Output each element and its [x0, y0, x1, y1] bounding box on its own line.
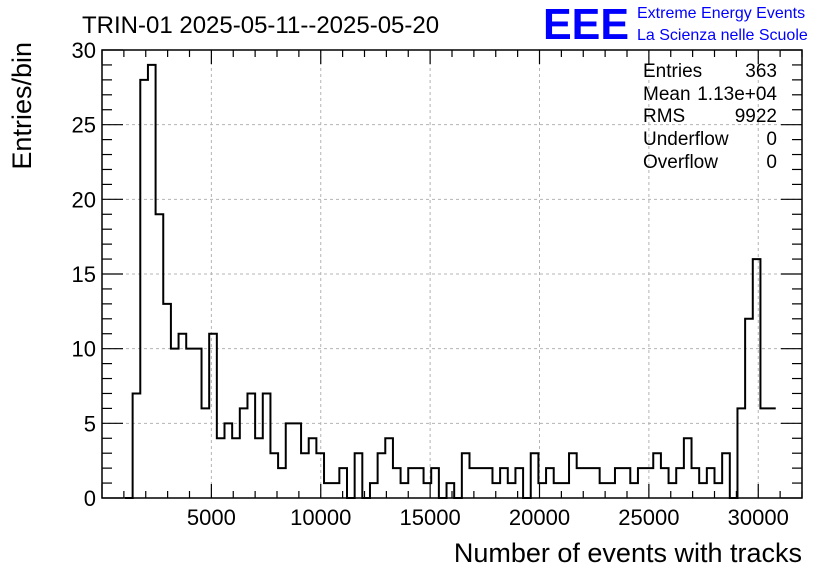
histogram-bin — [324, 483, 332, 498]
histogram-bin — [293, 423, 301, 498]
grid — [102, 50, 802, 498]
histogram-bin — [715, 483, 723, 498]
histogram-bin — [684, 438, 692, 498]
histogram-bin — [179, 334, 187, 498]
histogram-bin — [477, 468, 485, 498]
histogram-bin — [332, 483, 340, 498]
histogram-bin — [584, 468, 592, 498]
eee-logo-line-2: La Scienza nelle Scuole — [637, 27, 808, 44]
histogram-bin — [500, 468, 508, 498]
histogram-bin — [385, 438, 393, 498]
histogram-bin — [638, 468, 646, 498]
eee-logo-letters: EEE — [543, 0, 629, 49]
stats-entries-label: Entries — [643, 61, 702, 82]
histogram-bin — [225, 423, 233, 498]
stats-mean-value: 1.13e+04 — [697, 84, 777, 105]
y-tick-label: 10 — [72, 337, 96, 362]
histogram-bin — [370, 483, 378, 498]
histogram-bin — [661, 468, 669, 498]
y-tick-label: 25 — [72, 113, 96, 138]
histogram-bin — [133, 393, 141, 498]
x-tick-label: 5000 — [187, 505, 236, 530]
x-axis-title: Number of events with tracks — [454, 538, 802, 568]
y-axis-title: Entries/bin — [7, 42, 37, 170]
x-tick-label: 15000 — [400, 505, 461, 530]
histogram-bin — [485, 468, 493, 498]
histogram-bin — [163, 304, 171, 498]
histogram-bin — [707, 468, 715, 498]
x-tick-label: 30000 — [728, 505, 789, 530]
y-tick-label: 15 — [72, 262, 96, 287]
stats-box: Entries 363 Mean 1.13e+04 RMS 9922 Under… — [643, 61, 777, 173]
stats-underflow-value: 0 — [766, 129, 777, 150]
histogram-bin — [431, 468, 439, 498]
histogram-bin — [607, 483, 615, 498]
histogram-bin — [247, 393, 255, 498]
y-tick-label: 0 — [84, 486, 96, 511]
histogram-bin — [416, 468, 424, 498]
histogram-bin — [592, 468, 600, 498]
histogram-bin — [745, 319, 753, 498]
histogram-bin — [278, 468, 286, 498]
chart-title: TRIN-01 2025-05-11--2025-05-20 — [82, 12, 439, 39]
histogram-bin — [546, 468, 554, 498]
histogram-bin — [760, 408, 768, 498]
histogram-bin — [531, 453, 539, 498]
stats-rms-value: 9922 — [735, 106, 777, 127]
histogram-bin — [355, 453, 363, 498]
stats-mean-label: Mean — [643, 84, 691, 105]
stats-rms-label: RMS — [643, 106, 685, 127]
histogram-bin — [722, 453, 730, 498]
histogram-bin — [156, 214, 164, 498]
histogram-bin — [393, 468, 401, 498]
histogram-bin — [561, 483, 569, 498]
histogram-bin — [240, 408, 248, 498]
y-tick-label: 30 — [72, 38, 96, 63]
histogram-bin — [401, 483, 409, 498]
y-tick-label: 5 — [84, 411, 96, 436]
histogram-bin — [232, 438, 240, 498]
histogram-bin — [699, 483, 707, 498]
stats-overflow-value: 0 — [766, 152, 777, 173]
histogram-bin — [630, 483, 638, 498]
histogram-bin — [600, 483, 608, 498]
histogram-bin — [255, 438, 263, 498]
histogram-bin — [669, 483, 677, 498]
histogram-bin — [615, 468, 623, 498]
histogram-bin — [515, 468, 523, 498]
x-tick-label: 10000 — [290, 505, 351, 530]
stats-underflow-label: Underflow — [643, 129, 729, 150]
histogram-bin — [768, 408, 776, 498]
histogram-bin — [148, 65, 156, 498]
histogram-bin — [301, 453, 309, 498]
histogram-bin — [554, 483, 562, 498]
histogram-bin — [263, 393, 271, 498]
histogram-bin — [140, 80, 148, 498]
y-tick-label: 20 — [72, 187, 96, 212]
x-tick-label: 20000 — [509, 505, 570, 530]
histogram-bin — [676, 468, 684, 498]
stats-entries-value: 363 — [745, 61, 777, 82]
tick-labels: 5000 10000 15000 20000 25000 30000 0 5 10 15 20 25 3… — [72, 38, 789, 530]
stats-overflow-label: Overflow — [643, 152, 718, 173]
histogram-bin — [217, 438, 225, 498]
histogram-bin — [202, 408, 210, 498]
histogram-bin — [309, 438, 317, 498]
histogram-bin — [378, 453, 386, 498]
histogram-bin — [462, 453, 470, 498]
histogram-bin — [569, 453, 577, 498]
eee-logo-line-1: Extreme Energy Events — [637, 5, 805, 22]
eee-logo: EEE Extreme Energy Events La Scienza nel… — [543, 0, 808, 49]
histogram-bin — [737, 408, 745, 498]
histogram-bin — [209, 334, 217, 498]
x-tick-label: 25000 — [618, 505, 679, 530]
histogram-bin — [653, 453, 661, 498]
histogram-bin — [753, 259, 761, 498]
histogram-bin — [447, 483, 455, 498]
axis-ticks — [101, 49, 803, 499]
histogram-bin — [408, 468, 416, 498]
histogram-bin — [286, 423, 294, 498]
histogram-bin — [508, 483, 516, 498]
